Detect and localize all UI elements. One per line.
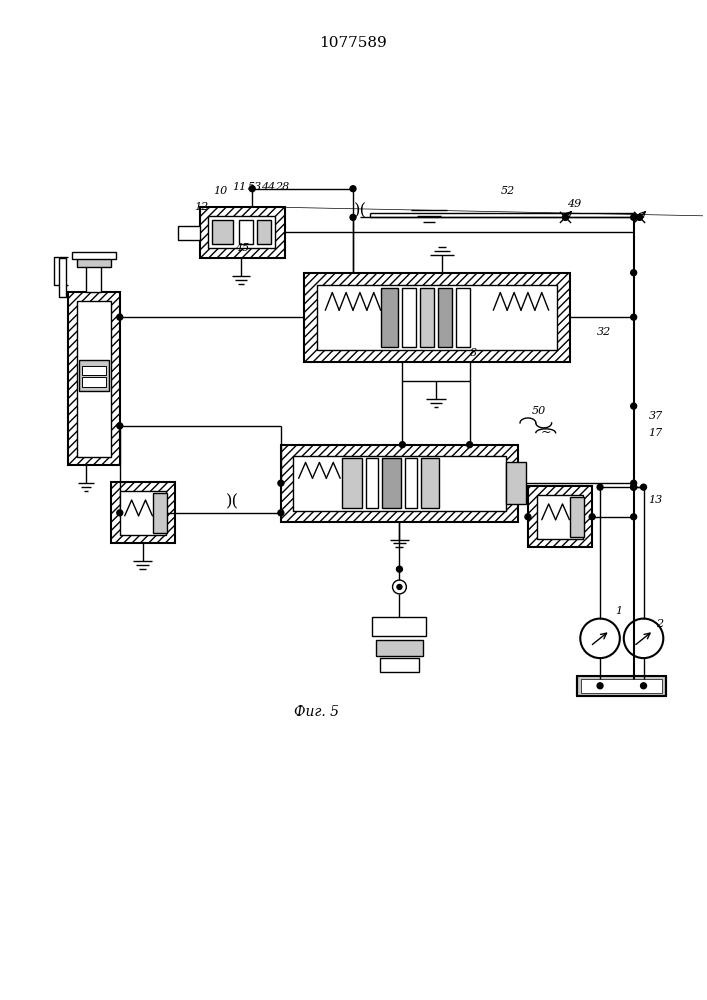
Bar xyxy=(82,377,106,387)
Bar xyxy=(380,288,399,347)
Bar xyxy=(281,445,518,522)
Bar xyxy=(528,486,592,547)
Bar xyxy=(293,456,506,511)
Bar xyxy=(456,288,469,347)
Text: 1077589: 1077589 xyxy=(319,36,387,50)
Circle shape xyxy=(631,484,636,490)
Circle shape xyxy=(631,514,636,520)
Circle shape xyxy=(597,683,603,689)
Text: 11: 11 xyxy=(232,182,247,192)
Bar xyxy=(405,458,417,508)
Circle shape xyxy=(278,480,284,486)
Bar xyxy=(303,273,571,362)
Bar xyxy=(581,679,662,693)
Text: 53: 53 xyxy=(248,182,262,192)
Bar xyxy=(77,257,111,267)
Circle shape xyxy=(631,480,636,486)
Circle shape xyxy=(467,442,472,448)
Bar xyxy=(402,288,416,347)
Text: 37: 37 xyxy=(648,411,662,421)
Circle shape xyxy=(250,186,255,192)
Bar xyxy=(178,226,200,240)
Text: ~: ~ xyxy=(540,426,551,439)
Text: 32: 32 xyxy=(597,327,612,337)
Circle shape xyxy=(117,314,123,320)
Circle shape xyxy=(641,683,646,689)
Text: 1: 1 xyxy=(615,606,622,616)
Text: 10: 10 xyxy=(214,186,228,196)
Bar xyxy=(375,640,423,656)
Text: 17: 17 xyxy=(648,428,662,438)
Text: 8: 8 xyxy=(470,348,477,358)
Circle shape xyxy=(631,403,636,409)
Circle shape xyxy=(563,214,568,220)
Circle shape xyxy=(399,442,405,448)
Text: 45: 45 xyxy=(235,243,250,253)
Bar xyxy=(72,252,116,259)
Circle shape xyxy=(589,514,595,520)
Text: 44: 44 xyxy=(261,182,275,192)
Circle shape xyxy=(350,214,356,220)
Bar xyxy=(54,257,66,285)
Text: 49: 49 xyxy=(568,199,582,209)
Circle shape xyxy=(117,510,123,516)
Circle shape xyxy=(631,270,636,276)
Bar xyxy=(77,301,111,457)
Text: 13: 13 xyxy=(648,495,662,505)
Bar xyxy=(59,258,66,297)
Bar xyxy=(438,288,452,347)
Circle shape xyxy=(525,514,531,520)
Circle shape xyxy=(631,314,636,320)
Bar xyxy=(372,617,426,636)
Bar xyxy=(571,497,584,537)
Bar xyxy=(380,658,419,672)
Circle shape xyxy=(636,214,643,220)
Circle shape xyxy=(641,484,646,490)
Circle shape xyxy=(350,186,356,192)
Bar xyxy=(119,491,166,535)
Bar xyxy=(366,458,378,508)
Bar xyxy=(82,366,106,375)
Bar xyxy=(382,458,402,508)
Bar xyxy=(208,216,275,248)
Bar xyxy=(69,292,119,465)
Bar xyxy=(506,462,526,504)
Circle shape xyxy=(631,214,636,220)
Text: )(: )( xyxy=(354,202,366,219)
Circle shape xyxy=(397,584,402,589)
Text: 52: 52 xyxy=(501,186,515,196)
Text: 28: 28 xyxy=(275,182,289,192)
Bar xyxy=(211,220,233,244)
Bar xyxy=(153,493,168,533)
Bar xyxy=(317,285,556,350)
Bar xyxy=(240,220,253,244)
Text: )(: )( xyxy=(226,493,239,510)
Bar xyxy=(421,458,439,508)
Text: 12: 12 xyxy=(194,202,209,212)
Text: 2: 2 xyxy=(656,619,663,629)
Circle shape xyxy=(278,510,284,516)
Circle shape xyxy=(117,423,123,429)
Circle shape xyxy=(597,484,603,490)
Bar xyxy=(537,495,583,539)
Bar xyxy=(200,207,285,258)
Bar xyxy=(79,360,109,391)
Text: 50: 50 xyxy=(532,406,546,416)
Bar xyxy=(578,676,666,696)
Text: Фиг. 5: Фиг. 5 xyxy=(294,705,339,719)
Bar xyxy=(420,288,434,347)
Bar xyxy=(111,482,175,543)
Bar xyxy=(257,220,271,244)
Bar xyxy=(86,265,101,292)
Circle shape xyxy=(631,484,636,490)
Circle shape xyxy=(397,566,402,572)
Bar xyxy=(342,458,362,508)
